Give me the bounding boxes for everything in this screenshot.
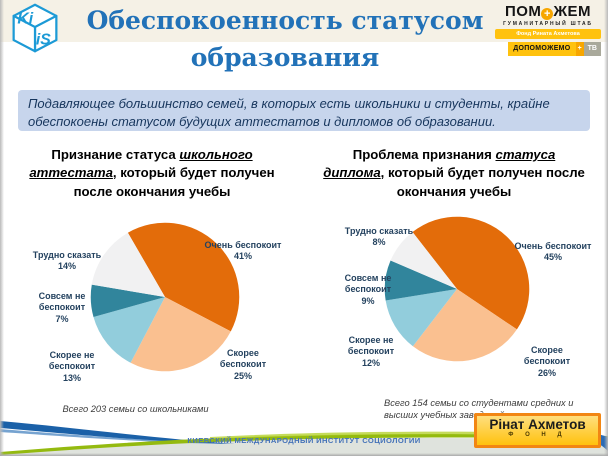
pie-label-text: Трудно сказать <box>32 250 102 260</box>
chart-title-school: Признание статуса школьного аттестата, к… <box>20 146 284 201</box>
pie-label: Скорее не беспокоит 13% <box>32 350 112 384</box>
slide-left-edge <box>0 0 4 456</box>
pie-label-text: Скорее беспокоит <box>219 348 267 370</box>
pie-slice <box>385 289 457 347</box>
pie-label-text: Совсем не беспокоит <box>344 273 392 295</box>
pie-label-percent: 26% <box>537 367 556 378</box>
pie-label: Скорее беспокоит 26% <box>507 345 587 379</box>
pie-label-percent: 14% <box>57 261 76 272</box>
pie-svg <box>384 216 530 362</box>
tv-label: ТВ <box>583 42 601 56</box>
pie-slice <box>91 232 165 297</box>
pomozhem-logo: ПОМ + ЖЕМ ГУМАНИТАРНЫЙ ШТАБ Фонд Рината Ах… <box>495 4 601 56</box>
dopomozhemo-badge: ДОПОМОЖЕМО + ТВ <box>495 42 601 56</box>
slide-right-edge <box>604 0 608 456</box>
institute-name: КИЕВСКИЙ МЕЖДУНАРОДНЫЙ ИНСТИТУТ СОЦИОЛОГ… <box>187 436 421 445</box>
pie-label-text: Скорее не беспокоит <box>347 335 395 357</box>
slide-bottom-edge <box>0 453 608 456</box>
wordmark-suffix: ЖЕМ <box>553 3 591 20</box>
chart-title-suffix: , который будет получен после окончания … <box>73 165 275 199</box>
fund-sub-label: Ф О Н Д <box>508 432 567 438</box>
chart-title-prefix: Проблема признания <box>352 147 496 162</box>
pie-label: Скорее не беспокоит 12% <box>331 335 411 369</box>
pie-label-text: Скорее не беспокоит <box>48 350 96 372</box>
sample-note-diploma: Всего 154 семьи со студентами средних и … <box>384 398 574 421</box>
kiis-letters-top: Ki <box>17 10 33 27</box>
pie-slice <box>390 232 457 289</box>
kiis-letters-bottom: iS <box>36 32 51 49</box>
wordmark-prefix: ПОМ <box>504 3 542 20</box>
pie-label-percent: 7% <box>55 313 69 324</box>
pie-label-percent: 9% <box>361 295 375 306</box>
chart-title-emphasis: школьного аттестата <box>29 147 253 181</box>
pie-slice <box>384 260 457 301</box>
pie-label-text: Очень беспокоит <box>204 240 282 250</box>
pie-slice <box>130 297 231 372</box>
plus-icon: + <box>575 42 584 56</box>
pie-label-percent: 12% <box>361 357 380 368</box>
pie-chart-school: Очень беспокоит 41% Скорее беспокоит 25% Ско… <box>8 210 300 398</box>
pie-label: Совсем не беспокоит 7% <box>22 291 102 325</box>
pie-slice <box>412 216 530 330</box>
pie-label: Трудно сказать 14% <box>27 250 107 273</box>
pie-label-text: Совсем не беспокоит <box>38 291 86 313</box>
chart-title-diploma: Проблема признания статуса диплома, кото… <box>322 146 586 201</box>
plus-circle-icon: + <box>541 8 554 20</box>
pie-label-percent: 8% <box>372 237 386 248</box>
pie-label-text: Скорее беспокоит <box>523 345 571 367</box>
pie-label-percent: 13% <box>62 372 81 383</box>
pie-slice <box>93 297 165 363</box>
sample-note-school: Всего 203 семьи со школьниками <box>62 404 209 414</box>
fund-name: Рінат Ахметов <box>489 417 586 432</box>
chart-title-suffix: , который будет получен после окончания … <box>380 165 585 199</box>
pie-label-percent: 41% <box>233 251 252 262</box>
chart-title-emphasis: статуса диплома <box>323 147 556 181</box>
pomozhem-tagline: ГУМАНИТАРНЫЙ ШТАБ <box>503 21 593 27</box>
pie-label: Очень беспокоит 45% <box>513 241 593 264</box>
pie-label: Скорее беспокоит 25% <box>203 348 283 382</box>
page-title-line1: Обеспокоенность статусом <box>86 6 484 35</box>
pie-label-text: Очень беспокоит <box>514 241 592 251</box>
akhmetov-fund-badge: Рінат Ахметов Ф О Н Д <box>474 413 601 448</box>
kiis-cube-icon: Ki iS <box>12 3 58 53</box>
page-title: Обеспокоенность статусом образования <box>68 2 502 76</box>
pie-label-percent: 25% <box>233 370 252 381</box>
pie-chart-diploma: Очень беспокоит 45% Скорее беспокоит 26% Ско… <box>308 210 600 398</box>
chart-title-prefix: Признание статуса <box>51 147 180 162</box>
pie-label-text: Трудно сказать <box>344 226 414 236</box>
kiis-logo: Ki iS <box>6 2 64 54</box>
pie-slice <box>127 222 240 332</box>
pomozhem-wordmark: ПОМ + ЖЕМ <box>495 4 601 20</box>
pie-svg <box>90 222 240 372</box>
header-band <box>0 0 608 45</box>
page-title-line2: образования <box>190 43 380 72</box>
dopomozhemo-label: ДОПОМОЖЕМО <box>508 42 576 56</box>
pie-label-percent: 45% <box>543 252 562 263</box>
fund-line-badge: Фонд Рината Ахметова <box>495 29 601 39</box>
pie-label: Трудно сказать 8% <box>339 226 419 249</box>
pie-label: Очень беспокоит 41% <box>203 240 283 263</box>
pie-slice <box>412 289 517 362</box>
lead-statement: Подавляющее большинство семей, в которых… <box>18 90 590 131</box>
pie-label: Совсем не беспокоит 9% <box>328 273 408 307</box>
pie-slice <box>90 284 165 317</box>
